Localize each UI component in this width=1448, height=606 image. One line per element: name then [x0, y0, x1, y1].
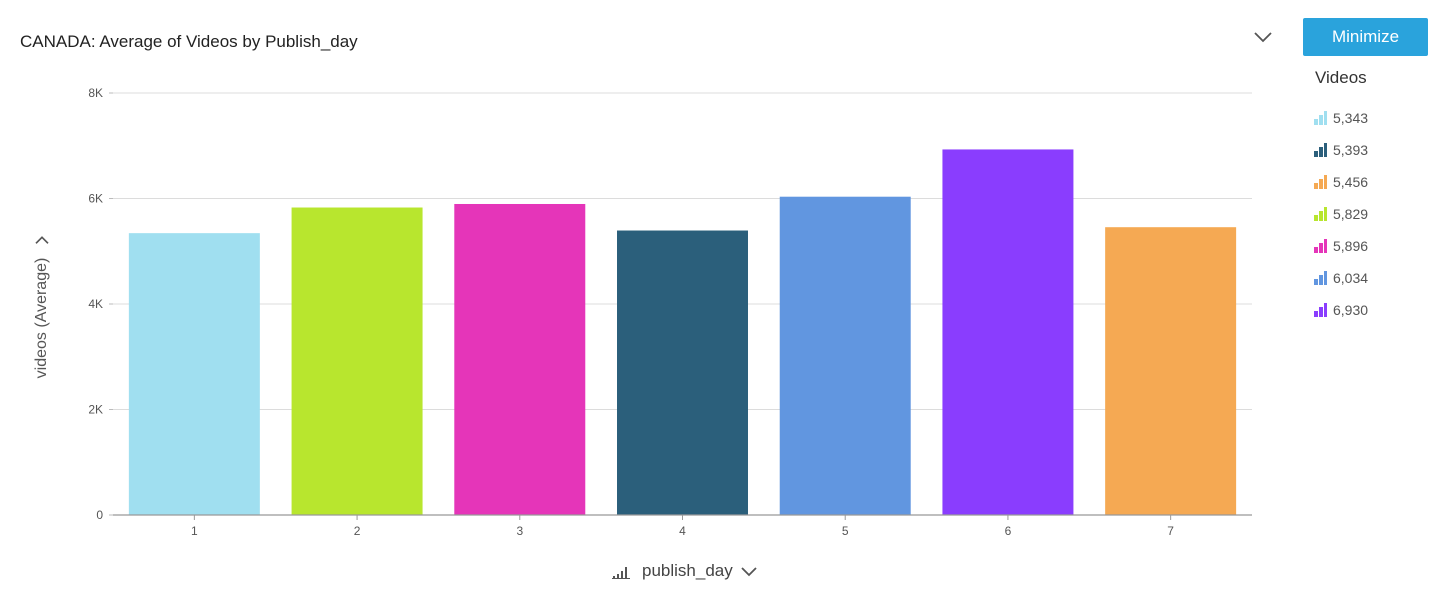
legend-item[interactable]: 6,034: [1314, 262, 1444, 294]
legend-item-label: 6,930: [1333, 302, 1369, 318]
y-axis-label: videos (Average): [33, 257, 50, 379]
x-axis-label: publish_day: [642, 561, 733, 580]
legend-swatch-icon: [1314, 111, 1327, 125]
legend-swatch-icon: [1314, 143, 1327, 157]
bar[interactable]: [454, 203, 586, 515]
x-tick-label: 4: [679, 524, 686, 538]
y-tick-label: 4K: [88, 297, 103, 311]
x-tick-label: 3: [516, 524, 523, 538]
legend-item[interactable]: 5,343: [1314, 102, 1444, 134]
legend: Videos 5,343 5,393 5,456 5,829 5,896 6,034 6,9…: [1314, 68, 1444, 326]
legend-item-label: 5,456: [1333, 174, 1369, 190]
legend-item[interactable]: 5,456: [1314, 166, 1444, 198]
bar[interactable]: [291, 207, 423, 515]
y-tick-label: 8K: [88, 86, 103, 100]
bar[interactable]: [617, 230, 748, 515]
legend-item-label: 5,896: [1333, 238, 1369, 254]
chart-title: CANADA: Average of Videos by Publish_day: [20, 32, 358, 51]
legend-item-label: 5,393: [1333, 142, 1369, 158]
x-tick-label: 7: [1167, 524, 1174, 538]
legend-swatch-icon: [1314, 239, 1327, 253]
legend-swatch-icon: [1314, 303, 1327, 317]
legend-swatch-icon: [1314, 271, 1327, 285]
legend-item-label: 6,034: [1333, 270, 1369, 286]
legend-title: Videos: [1315, 68, 1367, 87]
minimize-button[interactable]: Minimize: [1303, 18, 1428, 56]
x-tick-label: 2: [354, 524, 361, 538]
bar-chart: 0 2K 4K 6K 8K 1 2 3 4 5 6 7: [88, 86, 1252, 538]
y-tick-label: 2K: [88, 403, 103, 417]
chevron-down-icon: [741, 567, 757, 577]
legend-swatch-icon: [1314, 175, 1327, 189]
bar[interactable]: [942, 149, 1074, 515]
x-tick-label: 6: [1005, 524, 1012, 538]
legend-item[interactable]: 5,829: [1314, 198, 1444, 230]
bar[interactable]: [128, 233, 260, 516]
chevron-down-icon[interactable]: [1252, 26, 1274, 48]
x-axis-field-control[interactable]: publish_day: [612, 561, 759, 581]
legend-item-label: 5,829: [1333, 206, 1369, 222]
bar[interactable]: [779, 196, 911, 516]
bar[interactable]: [1105, 227, 1237, 516]
y-axis-field-control[interactable]: videos (Average): [33, 232, 51, 379]
x-tick-label: 5: [842, 524, 849, 538]
y-tick-label: 6K: [88, 192, 103, 206]
chevron-down-icon: [35, 236, 49, 245]
legend-item[interactable]: 5,393: [1314, 134, 1444, 166]
legend-item-label: 5,343: [1333, 110, 1369, 126]
y-tick-label: 0: [96, 508, 103, 522]
legend-item[interactable]: 6,930: [1314, 294, 1444, 326]
legend-items: 5,343 5,393 5,456 5,829 5,896 6,034 6,930: [1314, 102, 1444, 326]
legend-swatch-icon: [1314, 207, 1327, 221]
legend-item[interactable]: 5,896: [1314, 230, 1444, 262]
x-tick-label: 1: [191, 524, 198, 538]
sort-bars-icon: [612, 567, 630, 579]
